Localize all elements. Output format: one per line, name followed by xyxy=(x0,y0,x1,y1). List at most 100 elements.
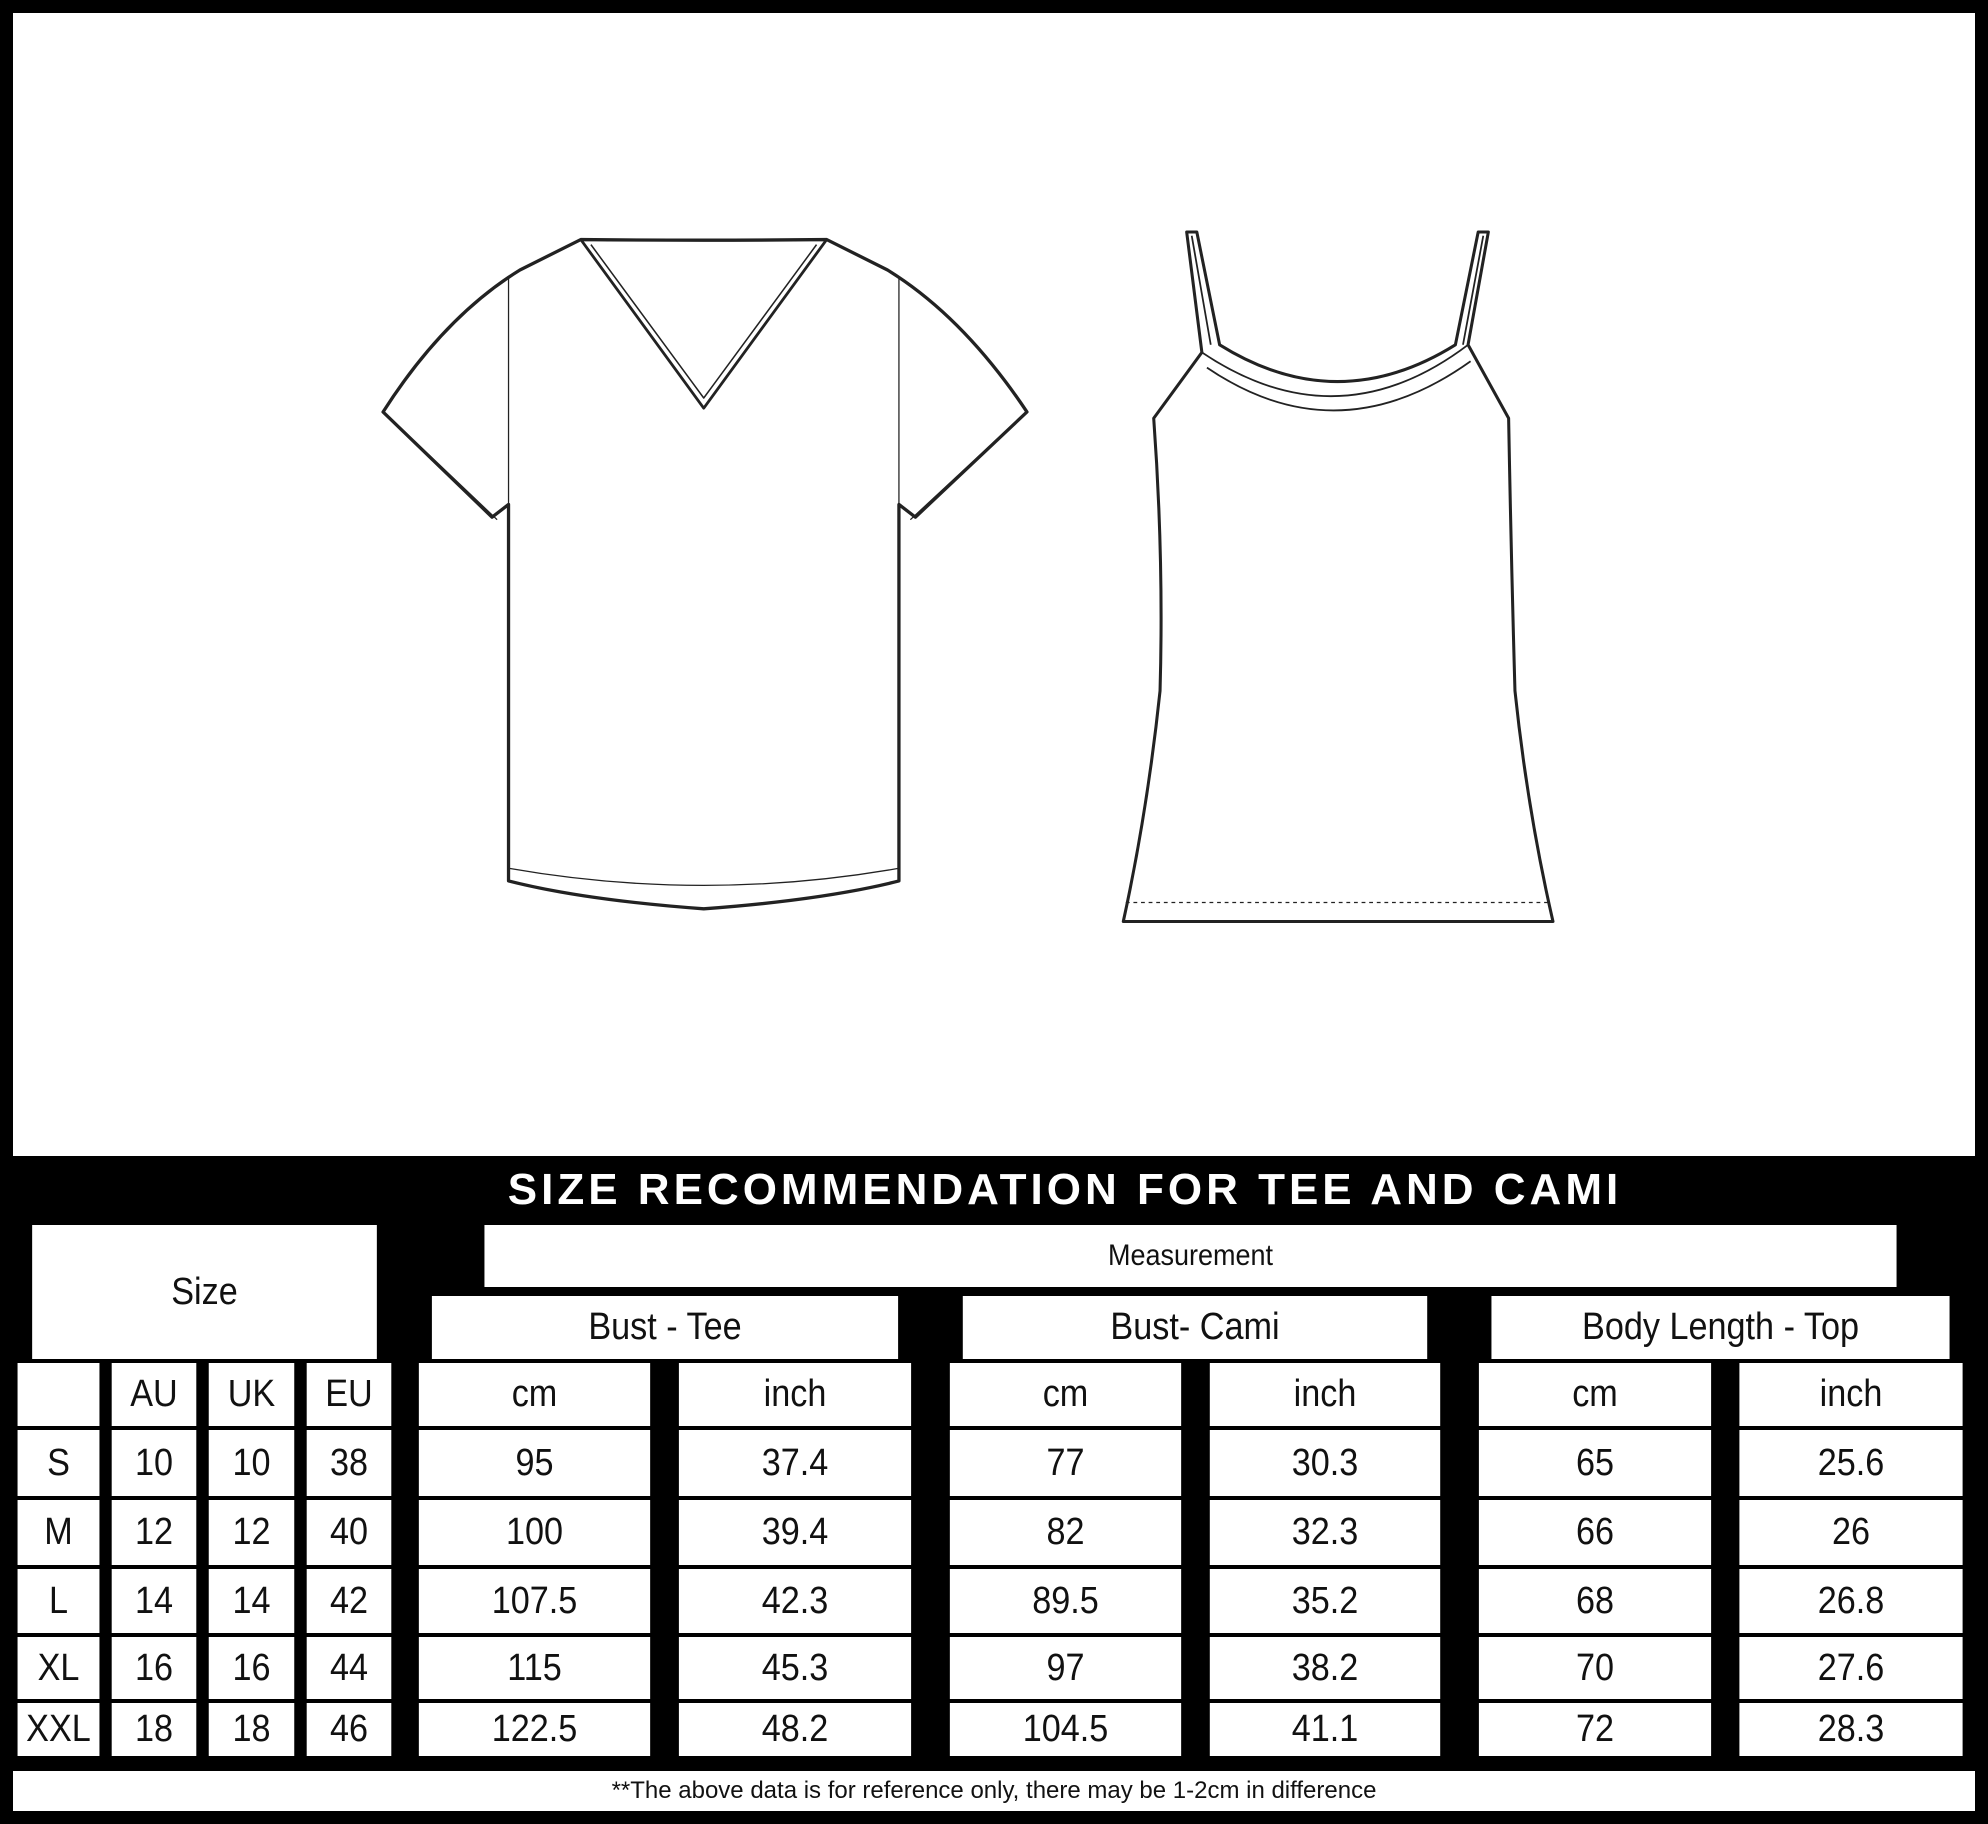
table-cell: 32.3 xyxy=(1209,1500,1441,1565)
table-cell: 12 xyxy=(111,1500,197,1565)
table-cell: 48.2 xyxy=(678,1703,912,1756)
table-cell: 65 xyxy=(1478,1430,1712,1496)
size-subheader-text: UK xyxy=(227,1373,276,1415)
table-cell-text: 115 xyxy=(507,1646,562,1689)
unit-header: inch xyxy=(678,1363,912,1426)
size-subheader: EU xyxy=(306,1363,392,1426)
table-cell: 46 xyxy=(306,1703,392,1756)
table-cell: 40 xyxy=(306,1500,392,1565)
table-cell: 97 xyxy=(949,1637,1182,1699)
unit-header-text: cm xyxy=(1572,1373,1618,1415)
table-cell: XL xyxy=(17,1637,100,1699)
table-cell: 95 xyxy=(418,1430,651,1496)
measurement-header-text: Measurement xyxy=(1107,1239,1274,1272)
table-cell-text: XL xyxy=(37,1646,80,1689)
table-cell: 14 xyxy=(208,1569,295,1633)
table-cell: 38.2 xyxy=(1209,1637,1441,1699)
table-cell: 28.3 xyxy=(1739,1703,1963,1756)
footer-note: **The above data is for reference only, … xyxy=(13,1771,1975,1811)
table-cell-text: 10 xyxy=(232,1441,271,1484)
table-cell: 66 xyxy=(1478,1500,1712,1565)
table-cell-text: 42 xyxy=(329,1579,369,1622)
size-subheader-text: EU xyxy=(325,1373,373,1415)
table-cell-text: 97 xyxy=(1046,1646,1085,1689)
size-subheader: AU xyxy=(111,1363,197,1426)
cami-icon xyxy=(1121,230,1555,924)
table-cell-text: 28.3 xyxy=(1817,1708,1885,1750)
table-cell: 26.8 xyxy=(1739,1569,1963,1633)
table-cell-text: 16 xyxy=(134,1646,174,1689)
group-header: Bust- Cami xyxy=(962,1296,1428,1359)
table-cell: 82 xyxy=(949,1500,1182,1565)
table-cell: 12 xyxy=(208,1500,295,1565)
unit-header: cm xyxy=(949,1363,1182,1426)
group-header-text: Body Length - Top xyxy=(1582,1306,1859,1348)
table-cell: L xyxy=(17,1569,100,1633)
table-cell-text: S xyxy=(47,1441,70,1484)
unit-header: cm xyxy=(418,1363,651,1426)
table-cell: 42.3 xyxy=(678,1569,912,1633)
table-cell-text: 48.2 xyxy=(761,1708,829,1750)
table-cell-text: 72 xyxy=(1575,1708,1615,1750)
table-cell-text: 25.6 xyxy=(1817,1441,1885,1484)
unit-header: cm xyxy=(1478,1363,1712,1426)
table-cell-text: 46 xyxy=(329,1708,369,1750)
garment-illustrations xyxy=(13,13,1975,1156)
measurement-header: Measurement xyxy=(484,1225,1897,1287)
table-cell-text: 44 xyxy=(329,1646,369,1689)
table-cell-text: 38.2 xyxy=(1291,1646,1359,1689)
unit-header-text: cm xyxy=(511,1373,558,1415)
table-cell-text: 18 xyxy=(232,1708,271,1750)
table-cell: 122.5 xyxy=(418,1703,651,1756)
table-cell-text: 70 xyxy=(1575,1646,1615,1689)
table-cell: 10 xyxy=(208,1430,295,1496)
table-cell: 100 xyxy=(418,1500,651,1565)
size-subheader: UK xyxy=(208,1363,295,1426)
table-cell-text: M xyxy=(44,1511,73,1553)
table-cell-text: 37.4 xyxy=(761,1441,829,1484)
table-cell-text: 41.1 xyxy=(1291,1708,1359,1750)
table-cell: 27.6 xyxy=(1739,1637,1963,1699)
table-cell: 18 xyxy=(111,1703,197,1756)
table-cell: 39.4 xyxy=(678,1500,912,1565)
unit-header: inch xyxy=(1739,1363,1963,1426)
table-cell: 72 xyxy=(1478,1703,1712,1756)
unit-header-text: inch xyxy=(763,1373,827,1415)
size-subheader xyxy=(17,1363,100,1426)
table-cell-text: 65 xyxy=(1575,1441,1615,1484)
table-cell-text: 68 xyxy=(1575,1579,1615,1622)
page-title: SIZE RECOMMENDATION FOR TEE AND CAMI xyxy=(507,1165,1623,1214)
table-cell-text: 32.3 xyxy=(1291,1511,1359,1553)
table-cell: 18 xyxy=(208,1703,295,1756)
table-cell-text: 12 xyxy=(232,1511,271,1553)
table-cell: 70 xyxy=(1478,1637,1712,1699)
table-cell: 35.2 xyxy=(1209,1569,1441,1633)
table-cell: 41.1 xyxy=(1209,1703,1441,1756)
group-header-text: Bust - Tee xyxy=(588,1306,742,1348)
table-cell-text: 10 xyxy=(134,1441,174,1484)
v-neck-tee-icon xyxy=(381,237,1029,911)
table-cell-text: 30.3 xyxy=(1291,1441,1359,1484)
size-header: Size xyxy=(32,1225,377,1359)
table-cell: 16 xyxy=(208,1637,295,1699)
table-cell-text: 89.5 xyxy=(1032,1579,1099,1622)
table-cell-text: 26.8 xyxy=(1817,1579,1885,1622)
table-cell-text: 40 xyxy=(329,1511,369,1553)
size-header-text: Size xyxy=(171,1270,238,1313)
table-cell: 38 xyxy=(306,1430,392,1496)
table-cell-text: 16 xyxy=(232,1646,271,1689)
table-cell: 68 xyxy=(1478,1569,1712,1633)
table-cell: 30.3 xyxy=(1209,1430,1441,1496)
table-cell-text: 82 xyxy=(1046,1511,1085,1553)
group-header-text: Bust- Cami xyxy=(1110,1306,1280,1348)
size-subheader-text: AU xyxy=(130,1373,178,1415)
unit-header-text: inch xyxy=(1819,1373,1883,1415)
table-cell: 89.5 xyxy=(949,1569,1182,1633)
table-cell-text: 107.5 xyxy=(491,1579,578,1622)
table-cell: 16 xyxy=(111,1637,197,1699)
unit-header: inch xyxy=(1209,1363,1441,1426)
unit-header-text: inch xyxy=(1293,1373,1357,1415)
table-cell: 115 xyxy=(418,1637,651,1699)
table-cell-text: L xyxy=(48,1579,69,1622)
table-cell-text: XXL xyxy=(26,1708,91,1750)
